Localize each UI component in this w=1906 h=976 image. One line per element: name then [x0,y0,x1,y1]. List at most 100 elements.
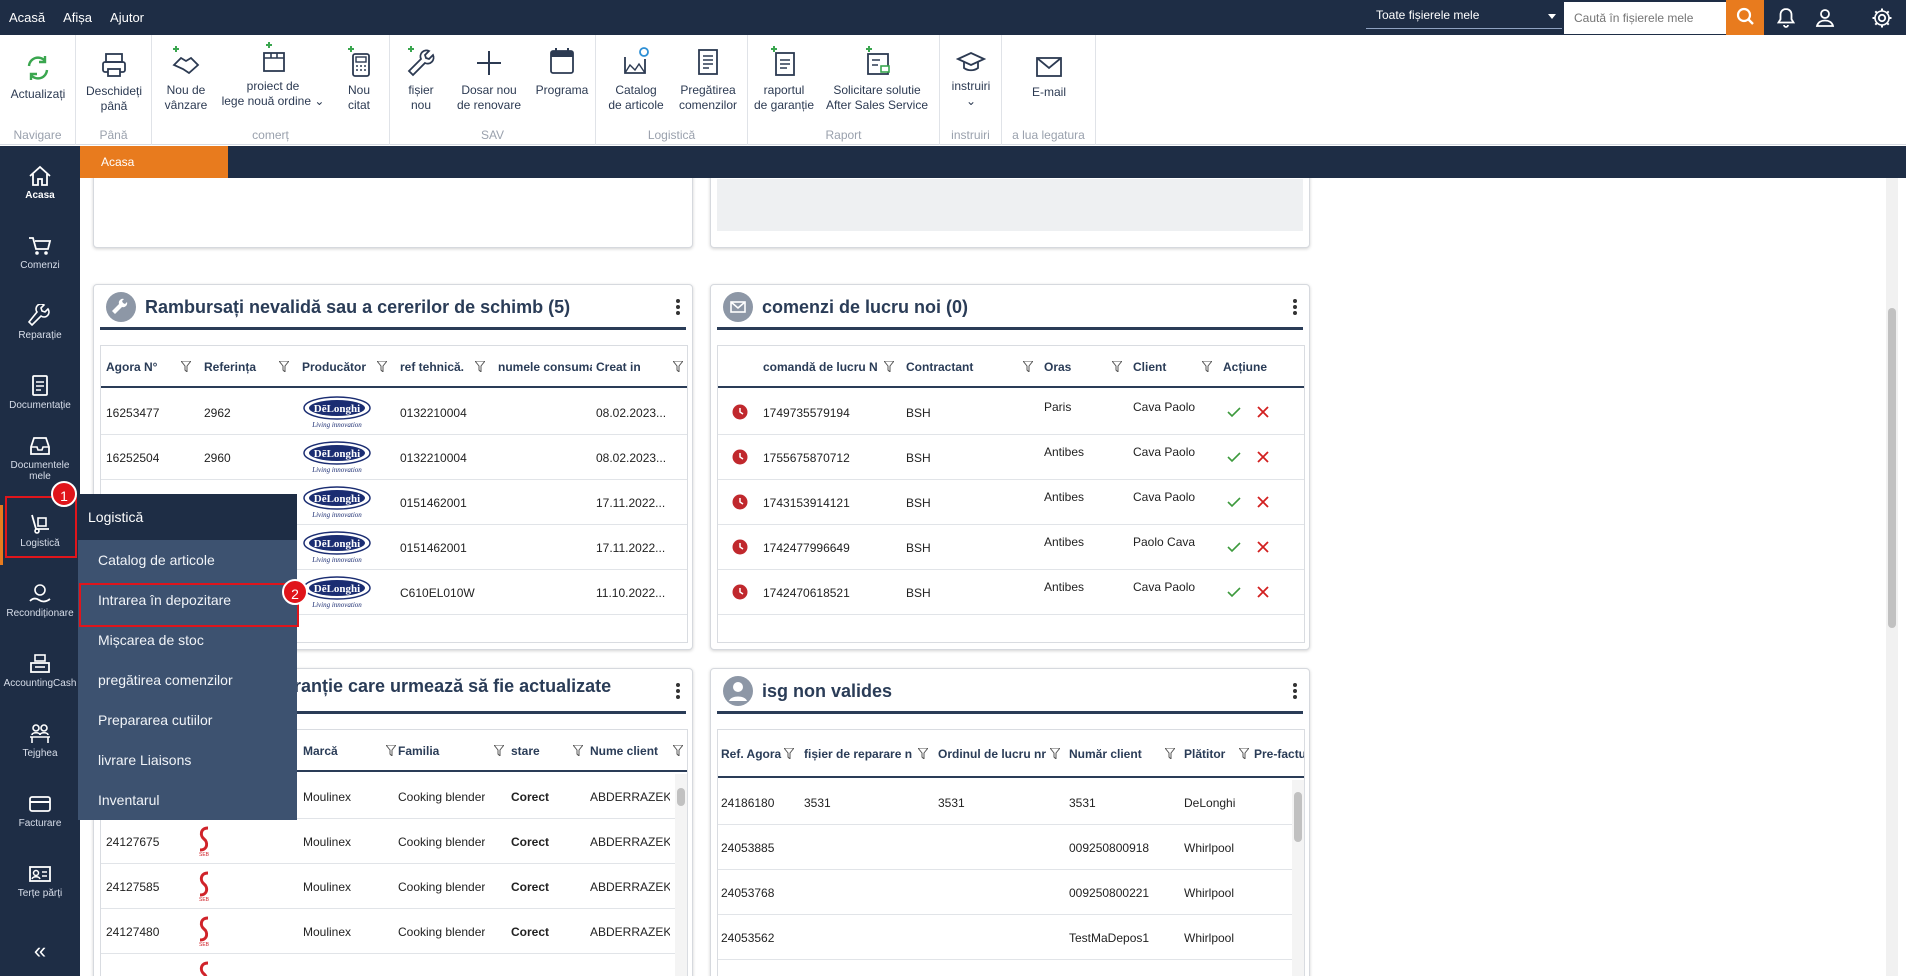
filter-icon[interactable] [1112,361,1122,372]
sidebar-item-comenzi[interactable]: Comenzi [0,234,80,271]
col-header-actiune[interactable]: Acțiune [1223,360,1268,374]
menu-acasa[interactable]: Acasă [9,10,46,25]
filter-icon[interactable] [918,748,928,759]
search-input[interactable] [1564,2,1726,34]
open-until-button[interactable]: Deschideți până [80,50,148,114]
table-row[interactable]: 1742470618521 BSH Antibes Cava Paolo [718,570,1304,615]
sidebar-item-reconditionare[interactable]: Recondiționare [0,582,80,619]
sidebar-item-facturare[interactable]: Facturare [0,792,80,829]
col-header-oras[interactable]: Oras [1044,360,1072,374]
filter-icon[interactable] [377,361,387,372]
after-sales-request-button[interactable]: Solicitare solutie After Sales Service [818,45,936,113]
filter-icon[interactable] [884,361,894,372]
flyout-item-miscarea-stoc[interactable]: Mișcarea de stoc [98,632,204,648]
order-prep-button[interactable]: Pregătirea comenzilor [672,45,744,113]
flyout-item-pregatirea-comenzilor[interactable]: pregătirea comenzilor [98,672,233,688]
col-header-marca[interactable]: Marcă [303,744,338,758]
flyout-item-catalog[interactable]: Catalog de articole [98,552,215,568]
flyout-item-inventarul[interactable]: Inventarul [98,792,160,808]
filter-icon[interactable] [181,361,191,372]
flyout-item-intrarea-depozitare[interactable]: Intrarea în depozitare [98,592,232,608]
gear-icon[interactable] [1870,6,1894,30]
table-row[interactable]: DēLonghi Living innovation 0151462001 17.… [101,525,687,570]
col-header-nume-client[interactable]: Nume client [590,744,659,758]
check-icon[interactable] [1226,449,1242,465]
close-icon[interactable] [1255,584,1271,600]
col-header-numele-consumator[interactable]: numele consumat [498,360,592,374]
filter-icon[interactable] [1023,361,1033,372]
check-icon[interactable] [1226,494,1242,510]
close-icon[interactable] [1255,494,1271,510]
page-scrollbar[interactable] [1886,178,1898,976]
trainings-button[interactable]: instruiri ⌄ [942,49,1000,109]
col-header-stare[interactable]: stare [511,744,540,758]
flyout-item-prepararea-cutiilor[interactable]: Prepararea cutiilor [98,712,213,728]
table-row[interactable]: 24186180 3531 3531 3531 DeLonghi [718,780,1304,825]
user-icon[interactable] [1813,6,1837,30]
sidebar-item-documentatie[interactable]: Documentație [0,374,80,411]
menu-afisa[interactable]: Afișa [63,10,93,25]
filter-icon[interactable] [573,745,583,756]
col-header-referinta[interactable]: Referința [204,360,257,374]
search-button[interactable] [1726,0,1764,35]
filter-icon[interactable] [1239,748,1249,759]
table-row[interactable]: 1749735579194 BSH Paris Cava Paolo [718,390,1304,435]
new-renovation-button[interactable]: Dosar nou de renovare [448,45,530,113]
close-icon[interactable] [1255,539,1271,555]
table-row-partial[interactable] [101,954,687,976]
table-row[interactable]: 24127585 SEB Moulinex Cooking blender Co… [101,864,687,909]
check-icon[interactable] [1226,404,1242,420]
col-header-producator[interactable]: Producător [302,360,367,374]
table-row[interactable]: DēLonghi Living innovation 0151462001 17.… [101,480,687,525]
scroll-thumb[interactable] [1294,792,1302,842]
table-row[interactable]: 16253477 2962 DēLonghi Living innovation … [101,390,687,435]
new-file-button[interactable]: fișier nou [396,45,446,113]
col-header-pre-factura[interactable]: Pre-factură [1254,747,1304,761]
table-row[interactable]: 24127675 SEB Moulinex Cooking blender Co… [101,819,687,864]
filter-icon[interactable] [279,361,289,372]
article-catalog-button[interactable]: Catalog de articole [602,45,670,113]
table-row[interactable]: 24053562 TestMaDepos1 Whirlpool [718,915,1304,960]
warranty-grid-scrollbar[interactable] [675,774,687,976]
card-isg-menu-button[interactable] [1293,683,1297,701]
sidebar-item-reparatie[interactable]: Reparație [0,304,80,341]
schedule-button[interactable]: Programa [532,45,592,98]
col-header-fisier-reparare[interactable]: fișier de reparare nr [804,747,912,761]
filter-icon[interactable] [494,745,504,756]
sidebar-item-terte-parti[interactable]: Terțe părți [0,862,80,899]
sidebar-item-documentele-mele[interactable]: Documentele mele [0,434,80,482]
card-refunds-menu-button[interactable] [676,299,680,317]
check-icon[interactable] [1226,584,1242,600]
col-header-platitor[interactable]: Plătitor [1184,747,1226,761]
table-row[interactable]: DēLonghi Living innovation C610EL010W 11.… [101,570,687,615]
scroll-thumb[interactable] [677,788,685,806]
col-header-numar-client[interactable]: Număr client [1069,747,1142,761]
col-header-ordinul-lucru[interactable]: Ordinul de lucru nr [938,747,1047,761]
table-row[interactable]: Moulinex Cooking blender Corect ABDERRAZ… [101,774,687,819]
table-row[interactable]: 16252504 2960 DēLonghi Living innovation … [101,435,687,480]
table-row[interactable]: 24053768 009250800221 Whirlpool [718,870,1304,915]
refresh-button[interactable]: Actualizați [4,53,72,102]
close-icon[interactable] [1255,449,1271,465]
col-header-creat-in[interactable]: Creat in [596,360,641,374]
email-button[interactable]: E-mail [1010,53,1088,100]
filter-icon[interactable] [673,745,683,756]
filter-icon[interactable] [1165,748,1175,759]
page-scroll-thumb[interactable] [1888,308,1896,628]
collapse-sidebar-button[interactable]: « [0,938,80,964]
col-header-contractant[interactable]: Contractant [906,360,974,374]
col-header-agora[interactable]: Agora N° [106,360,158,374]
filter-icon[interactable] [475,361,485,372]
filter-icon[interactable] [673,361,683,372]
new-order-bill-button[interactable]: proiect de lege nouă ordine ⌄ [216,41,330,109]
menu-ajutor[interactable]: Ajutor [110,10,145,25]
filter-icon[interactable] [386,745,396,756]
table-row[interactable]: 1755675870712 BSH Antibes Cava Paolo [718,435,1304,480]
filter-icon[interactable] [784,748,794,759]
filter-icon[interactable] [1050,748,1060,759]
col-header-client[interactable]: Client [1133,360,1167,374]
isg-grid-scrollbar[interactable] [1292,780,1304,976]
table-row[interactable]: 1742477996649 BSH Antibes Paolo Cava [718,525,1304,570]
sidebar-item-accountingcash[interactable]: AccountingCash [0,652,80,689]
sidebar-item-logistica[interactable]: Logistică [0,512,80,549]
